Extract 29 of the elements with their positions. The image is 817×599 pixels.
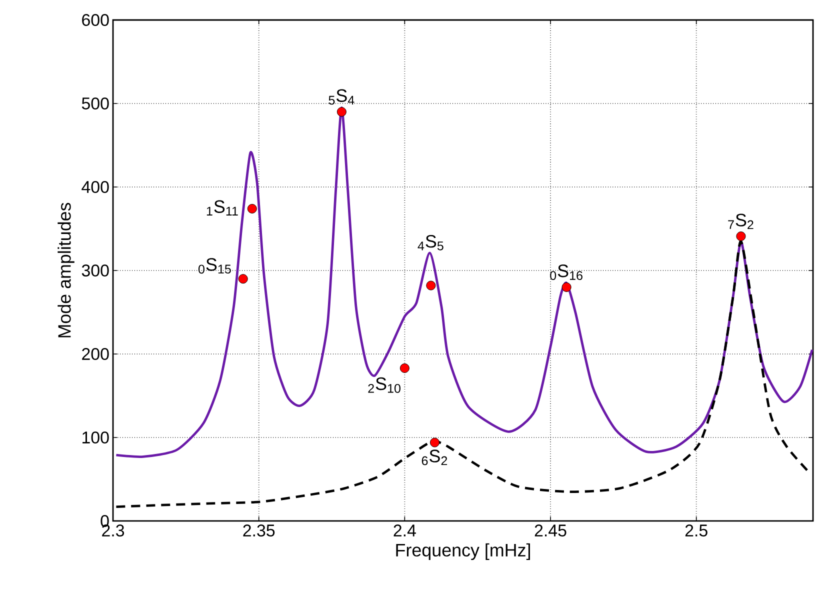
y-axis-title: Mode amplitudes	[58, 202, 74, 338]
point	[247, 204, 257, 214]
y-tick-label: 300	[82, 264, 109, 276]
y-tick-label: 500	[82, 97, 109, 110]
x-tick-label: 2.35	[243, 524, 275, 537]
annotation: $_{4}$S$_{5}$	[418, 234, 444, 250]
y-tick-label: 400	[82, 180, 109, 193]
x-axis-title: Frequency [mHz]	[396, 543, 530, 560]
annotation: $_{0}$S$_{16}$	[550, 264, 582, 280]
point	[238, 274, 248, 284]
point	[336, 107, 346, 117]
point	[736, 232, 746, 241]
point	[400, 363, 410, 373]
x-tick-label: 2.5	[685, 524, 708, 537]
annotation: $_{0}$S$_{15}$	[198, 258, 231, 274]
point	[426, 280, 436, 290]
annotation: $_{1}$S$_{11}$	[206, 200, 238, 216]
annotation: $_{2}$S$_{10}$	[368, 377, 400, 393]
annotation: $_{6}$S$_{2}$	[422, 450, 448, 466]
annotation: $_{7}$S$_{2}$	[728, 214, 754, 230]
y-tick-label: 200	[82, 348, 109, 360]
annotation: $_{5}$S$_{4}$	[328, 89, 354, 105]
y-tick-label: 100	[82, 431, 109, 444]
x-tick-label: 2.45	[534, 524, 566, 537]
x-tick-label: 2.3	[102, 524, 124, 537]
point	[562, 282, 572, 292]
y-tick-label: 600	[82, 14, 109, 26]
x-tick-label: 2.4	[394, 524, 416, 536]
point	[430, 438, 440, 448]
